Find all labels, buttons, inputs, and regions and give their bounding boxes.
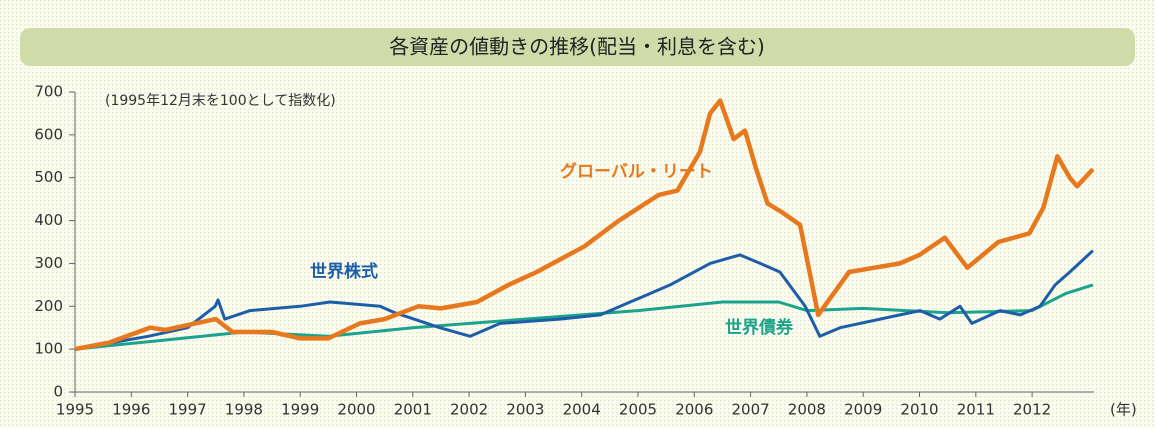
x-tick-label: 2009: [844, 401, 882, 419]
y-tick-label: 400: [34, 211, 63, 229]
x-tick-label: 2003: [506, 401, 544, 419]
x-tick-label: 2000: [337, 401, 375, 419]
x-tick-label: 1996: [112, 401, 150, 419]
y-tick-label: 600: [34, 125, 63, 143]
series-label: グローバル・リート: [560, 161, 713, 182]
title-banner: [20, 28, 1135, 66]
x-tick-label: 1995: [56, 401, 94, 419]
x-tick-label: 2005: [619, 401, 657, 419]
x-tick-label: 2008: [788, 401, 826, 419]
x-tick-label: 2004: [563, 401, 601, 419]
x-tick-label: 2012: [1013, 401, 1051, 419]
x-tick-label: 2007: [732, 401, 770, 419]
chart-title: 各資産の値動きの推移(配当・利息を含む): [389, 35, 765, 59]
series-label: 世界株式: [310, 261, 378, 282]
x-tick-label: 2002: [450, 401, 488, 419]
y-tick-label: 500: [34, 168, 63, 186]
y-tick-label: 300: [34, 254, 63, 272]
x-tick-label: 2011: [957, 401, 995, 419]
series-label: 世界債券: [725, 317, 794, 338]
y-tick-label: 200: [34, 297, 63, 315]
x-tick-label: 2006: [675, 401, 713, 419]
x-tick-label: 1998: [225, 401, 263, 419]
y-tick-label: 100: [34, 340, 63, 358]
x-axis-unit: (年): [1110, 401, 1137, 419]
y-tick-label: 0: [53, 383, 63, 401]
y-tick-label: 700: [34, 83, 63, 101]
series-line: [74, 98, 1095, 352]
subtitle: (1995年12月末を100として指数化): [105, 93, 336, 109]
x-tick-label: 2001: [394, 401, 432, 419]
x-tick-label: 1997: [169, 401, 207, 419]
x-tick-label: 1999: [281, 401, 319, 419]
x-tick-label: 2010: [900, 401, 938, 419]
series-line: [74, 249, 1094, 351]
